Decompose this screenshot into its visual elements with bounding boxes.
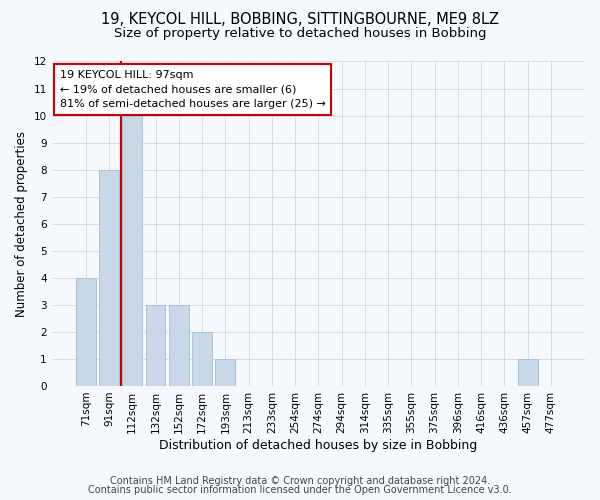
Bar: [146, 304, 166, 386]
Text: 19 KEYCOL HILL: 97sqm
← 19% of detached houses are smaller (6)
81% of semi-detac: 19 KEYCOL HILL: 97sqm ← 19% of detached …: [59, 70, 326, 109]
Bar: [169, 304, 188, 386]
Bar: [215, 358, 235, 386]
Text: Contains public sector information licensed under the Open Government Licence v3: Contains public sector information licen…: [88, 485, 512, 495]
Bar: [99, 170, 119, 386]
Bar: [192, 332, 212, 386]
Bar: [122, 116, 142, 386]
Y-axis label: Number of detached properties: Number of detached properties: [15, 130, 28, 316]
Text: Contains HM Land Registry data © Crown copyright and database right 2024.: Contains HM Land Registry data © Crown c…: [110, 476, 490, 486]
Text: Size of property relative to detached houses in Bobbing: Size of property relative to detached ho…: [114, 28, 486, 40]
Bar: [76, 278, 95, 386]
Text: 19, KEYCOL HILL, BOBBING, SITTINGBOURNE, ME9 8LZ: 19, KEYCOL HILL, BOBBING, SITTINGBOURNE,…: [101, 12, 499, 28]
Bar: [518, 358, 538, 386]
X-axis label: Distribution of detached houses by size in Bobbing: Distribution of detached houses by size …: [159, 440, 478, 452]
